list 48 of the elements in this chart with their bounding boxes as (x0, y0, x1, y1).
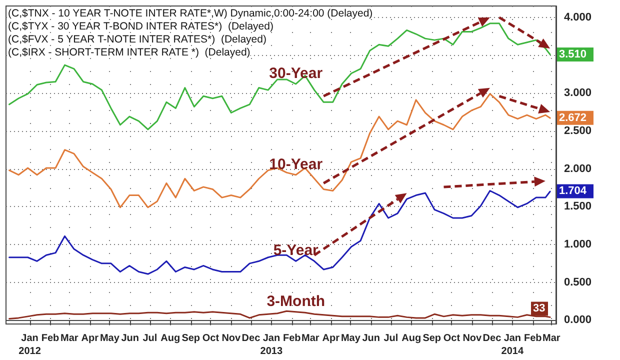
x-tick-label: Jun (121, 333, 140, 344)
x-tick-label: Aug (402, 333, 422, 344)
y-tick-label: 2.500 (564, 124, 592, 137)
x-tick-label: Nov (462, 333, 482, 344)
x-tick-label: Feb (524, 333, 542, 344)
y-tick-label: 3.000 (564, 87, 592, 100)
x-tick-label: Dec (482, 333, 502, 344)
series-label: 10-Year (269, 156, 323, 173)
x-tick-label: Feb (283, 333, 301, 344)
x-tick-label: Apr (322, 333, 340, 344)
x-tick-label: Sep (182, 333, 200, 344)
x-tick-label: Oct (443, 333, 461, 344)
annotation: 3.510 (559, 48, 587, 60)
x-tick-label: Jul (384, 333, 398, 344)
x-tick-label: Jul (142, 333, 158, 344)
series-label: 3-Month (266, 292, 326, 310)
x-tick-label: Sep (422, 333, 442, 344)
x-tick-label: Jan 2013 (260, 333, 283, 357)
x-tick-label: Oct (202, 333, 220, 344)
y-tick-label: 2.000 (564, 162, 592, 175)
x-tick-label: Apr (81, 333, 99, 344)
annotation: 1.704 (559, 185, 588, 198)
x-tick-label: May (100, 333, 120, 344)
series-label: 5-Year (273, 242, 319, 260)
series-label: 30-Year (269, 64, 323, 82)
annotation: 33 (533, 302, 546, 315)
y-tick-label: 0.500 (564, 276, 592, 288)
annotation: 2.672 (559, 112, 587, 124)
annotation: (C,$IRX - SHORT-TERM INTER RATE *) (Delayed) (8, 46, 250, 58)
y-tick-label: 1.000 (564, 238, 592, 250)
x-tick-label: Mar (301, 333, 320, 344)
x-tick-label: Nov (222, 333, 242, 344)
x-tick-label: Mar (542, 333, 560, 344)
x-tick-label: Jan 2012 (18, 333, 42, 357)
x-tick-label: Aug (160, 333, 180, 344)
y-tick-label: 4.000 (564, 11, 592, 24)
x-tick-label: Jun (362, 333, 380, 344)
x-tick-label: Feb (41, 333, 60, 344)
annotation: (C,$TYX - 30 YEAR T-BOND INTER RATES*) (Delayed) (8, 20, 274, 32)
line-series (8, 190, 551, 275)
x-tick-label: Jan 2014 (501, 333, 524, 357)
x-tick-label: May (340, 333, 361, 344)
x-tick-label: Mar (60, 333, 78, 344)
annotation: (C,$TNX - 10 YEAR T-NOTE INTER RATE*,W) Dynamic,0:00-24:00 (Delayed) (8, 8, 373, 20)
y-tick-label: 1.500 (564, 200, 592, 213)
y-tick-label: 0.000 (564, 314, 592, 326)
annotation: (C,$FVX - 5 YEAR T-NOTE INTER RATES*) (Delayed) (8, 34, 266, 46)
x-tick-label: Dec (242, 333, 261, 344)
